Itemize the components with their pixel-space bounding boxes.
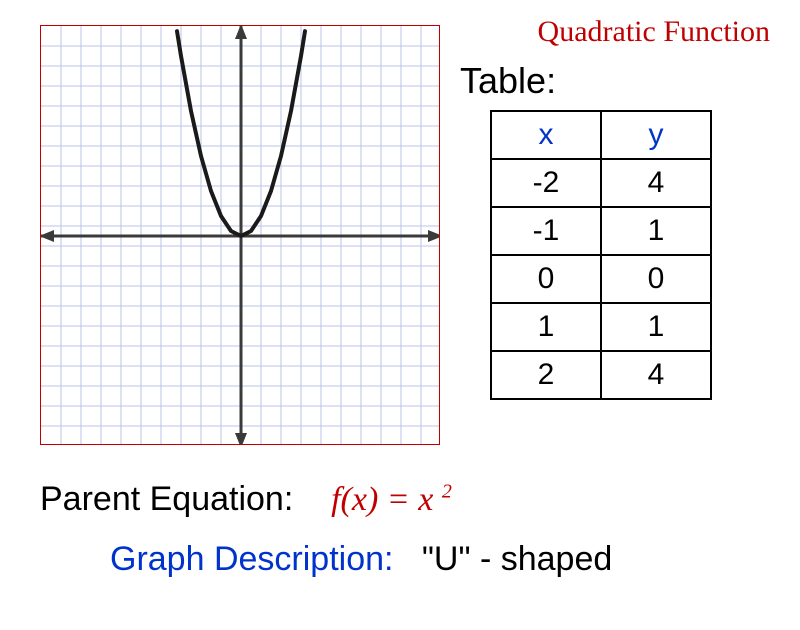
table-row: 00 [491,255,711,303]
table-row: 24 [491,351,711,399]
values-table: xy-24-11001124 [490,110,712,400]
parent-equation-label: Parent Equation: [40,480,293,518]
table-row: 11 [491,303,711,351]
parent-equation-formula: f(x) = x 2 [331,481,452,518]
page-title: Quadratic Function [538,15,770,49]
table-header-y: y [601,111,711,159]
parent-equation: Parent Equation: f(x) = x 2 [40,480,452,519]
graph-description-text: "U" - shaped [422,540,612,578]
parabola-graph [40,25,440,445]
table-row: -11 [491,207,711,255]
graph-panel [40,25,440,450]
table-header-x: x [491,111,601,159]
table-row: -24 [491,159,711,207]
graph-description-label: Graph Description: [110,540,393,578]
table-heading: Table: [460,60,556,102]
graph-description: Graph Description: "U" - shaped [110,540,612,579]
